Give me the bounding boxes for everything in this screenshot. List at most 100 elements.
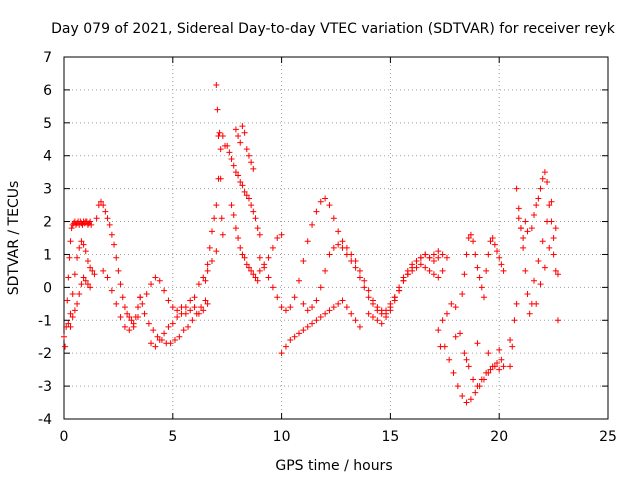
data-point bbox=[235, 172, 242, 179]
data-point bbox=[180, 327, 187, 334]
y-tick-label: 5 bbox=[43, 116, 52, 132]
data-point bbox=[202, 277, 209, 284]
data-point bbox=[218, 215, 225, 222]
data-point bbox=[437, 343, 444, 350]
data-point bbox=[461, 350, 468, 357]
data-point bbox=[217, 146, 224, 153]
data-point bbox=[141, 310, 148, 317]
data-point bbox=[232, 126, 239, 133]
data-point bbox=[254, 225, 261, 232]
data-point bbox=[87, 218, 94, 225]
data-point bbox=[535, 258, 542, 265]
data-point bbox=[550, 235, 557, 241]
data-point bbox=[228, 202, 235, 209]
data-point bbox=[241, 188, 248, 195]
data-point bbox=[546, 244, 553, 251]
data-point bbox=[541, 264, 548, 271]
data-point bbox=[528, 225, 535, 232]
data-point bbox=[472, 389, 479, 396]
data-point bbox=[313, 317, 320, 324]
data-point bbox=[278, 350, 285, 357]
data-point bbox=[80, 274, 87, 281]
data-point bbox=[296, 277, 303, 284]
data-point bbox=[182, 304, 189, 311]
data-point bbox=[154, 333, 161, 340]
data-point bbox=[165, 297, 172, 304]
data-point bbox=[243, 261, 250, 268]
data-point bbox=[417, 261, 424, 268]
data-point bbox=[489, 363, 496, 370]
data-point bbox=[524, 290, 531, 297]
data-point bbox=[102, 208, 109, 215]
data-point bbox=[169, 304, 176, 311]
data-point bbox=[457, 330, 464, 337]
data-point bbox=[533, 202, 540, 209]
data-point bbox=[485, 350, 492, 357]
data-point bbox=[150, 327, 157, 334]
y-tick-label: -4 bbox=[38, 412, 52, 428]
data-point bbox=[161, 287, 168, 294]
data-point bbox=[335, 241, 342, 248]
data-point bbox=[494, 360, 501, 367]
data-point bbox=[245, 195, 252, 202]
data-point bbox=[522, 267, 529, 274]
data-point bbox=[498, 261, 505, 268]
data-point bbox=[443, 254, 450, 261]
data-point bbox=[71, 307, 78, 314]
data-point bbox=[87, 264, 94, 271]
y-tick-label: -2 bbox=[38, 346, 52, 362]
data-point bbox=[435, 327, 442, 334]
data-point bbox=[374, 307, 381, 314]
data-point bbox=[61, 333, 67, 340]
axis-ticks bbox=[63, 56, 609, 420]
data-point bbox=[404, 271, 411, 278]
data-point bbox=[265, 274, 272, 281]
data-point bbox=[554, 271, 561, 278]
data-point bbox=[426, 254, 433, 261]
data-point bbox=[206, 244, 213, 251]
data-point bbox=[78, 281, 85, 288]
data-point bbox=[241, 254, 248, 261]
data-point bbox=[430, 271, 437, 278]
data-point bbox=[335, 228, 342, 235]
data-point bbox=[383, 313, 390, 320]
y-tick-label: 1 bbox=[43, 247, 52, 263]
chart-title: Day 079 of 2021, Sidereal Day-to-day VTE… bbox=[51, 21, 616, 37]
data-point bbox=[472, 251, 479, 258]
data-point bbox=[439, 317, 446, 324]
data-point bbox=[446, 356, 453, 363]
data-point bbox=[378, 310, 385, 317]
y-tick-label: 6 bbox=[43, 83, 52, 99]
data-point bbox=[463, 356, 470, 363]
data-point bbox=[152, 343, 159, 350]
data-point bbox=[245, 152, 252, 159]
data-point bbox=[171, 337, 178, 344]
data-point bbox=[348, 258, 355, 265]
data-point bbox=[76, 290, 83, 297]
data-point bbox=[550, 251, 557, 258]
data-point bbox=[156, 277, 163, 284]
data-point bbox=[485, 369, 492, 376]
data-point bbox=[343, 251, 350, 258]
data-point bbox=[269, 284, 276, 291]
data-point bbox=[322, 195, 329, 202]
data-point bbox=[387, 300, 394, 307]
data-point bbox=[500, 267, 507, 274]
data-point bbox=[248, 159, 255, 166]
data-point bbox=[300, 300, 307, 307]
data-point bbox=[213, 81, 220, 88]
data-point bbox=[487, 238, 494, 245]
data-point bbox=[187, 297, 194, 304]
data-point bbox=[300, 258, 307, 265]
data-point bbox=[239, 182, 246, 189]
data-point bbox=[498, 356, 505, 363]
data-point bbox=[269, 244, 276, 251]
data-point bbox=[478, 284, 485, 291]
data-point bbox=[348, 310, 355, 317]
data-point bbox=[463, 399, 470, 406]
data-point bbox=[531, 277, 538, 284]
data-point bbox=[459, 290, 466, 297]
data-point bbox=[365, 310, 372, 317]
data-point bbox=[309, 304, 316, 311]
data-point bbox=[106, 221, 113, 228]
